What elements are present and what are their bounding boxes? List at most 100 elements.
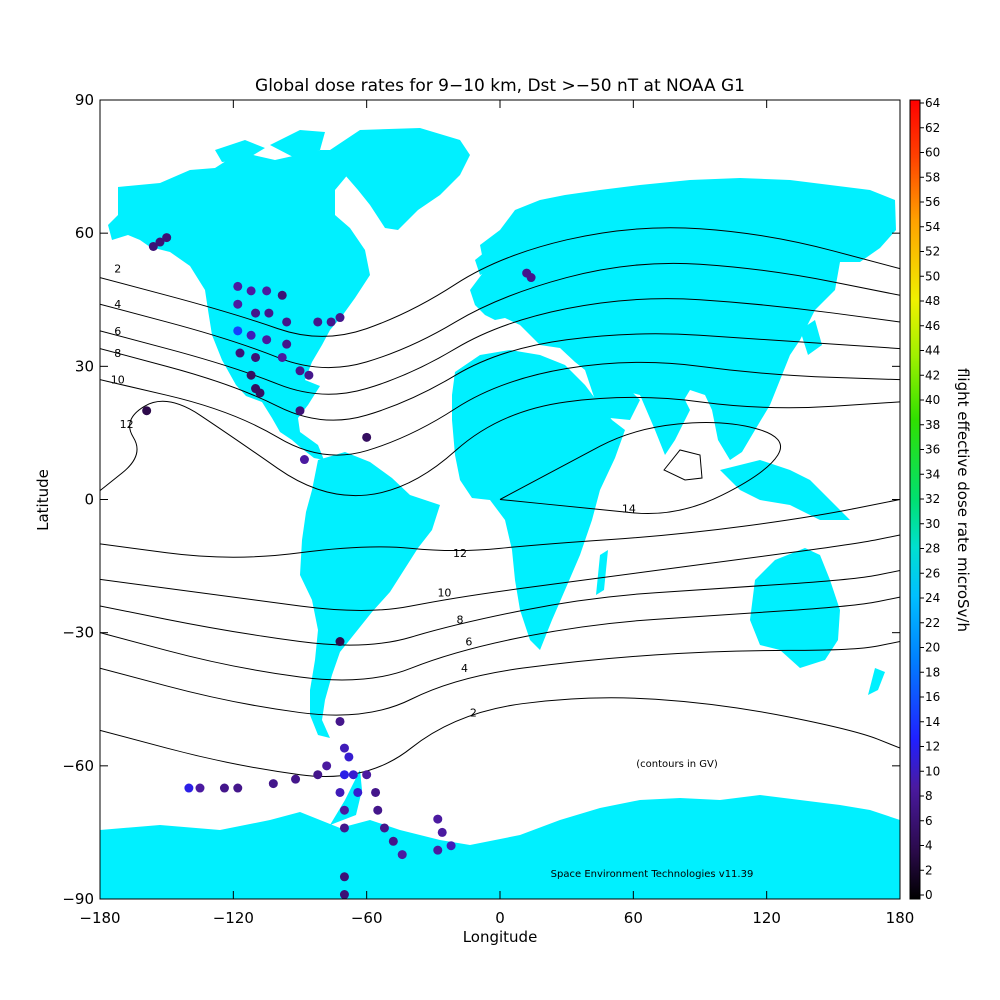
dose-point bbox=[433, 814, 443, 824]
contour-line bbox=[100, 262, 900, 369]
contour-line bbox=[100, 534, 900, 611]
dose-point bbox=[362, 770, 372, 780]
x-tick-label: 0 bbox=[495, 909, 505, 927]
dose-point bbox=[162, 233, 172, 243]
dose-point bbox=[437, 827, 447, 837]
colorbar-tick-label: 60 bbox=[925, 146, 940, 160]
dose-point bbox=[246, 286, 256, 296]
dose-point bbox=[142, 406, 152, 416]
colorbar-tick-label: 14 bbox=[925, 715, 940, 729]
x-tick-label: −120 bbox=[213, 909, 254, 927]
contour-label: 12 bbox=[453, 547, 467, 560]
southeast-asia-islands bbox=[720, 460, 850, 520]
dose-point bbox=[268, 779, 278, 789]
dose-point bbox=[339, 823, 349, 833]
dose-point bbox=[246, 330, 256, 340]
dose-point bbox=[148, 241, 158, 251]
contour-line-closed bbox=[663, 449, 703, 481]
arctic-islands bbox=[215, 130, 325, 162]
antarctica-landmass bbox=[100, 795, 900, 899]
colorbar-tick-label: 10 bbox=[925, 764, 940, 778]
colorbar-tick-label: 38 bbox=[925, 418, 940, 432]
colorbar-tick-label: 2 bbox=[925, 863, 933, 877]
colorbar-tick-label: 24 bbox=[925, 591, 940, 605]
dose-point bbox=[233, 299, 243, 309]
dose-point bbox=[322, 761, 332, 771]
colorbar-tick-label: 12 bbox=[925, 740, 940, 754]
colorbar-tick-label: 54 bbox=[925, 220, 940, 234]
japan-landmass bbox=[800, 320, 822, 355]
dose-point bbox=[277, 290, 287, 300]
contour-label: 10 bbox=[111, 374, 125, 387]
colorbar-tick-label: 56 bbox=[925, 195, 940, 209]
contour-line bbox=[100, 596, 900, 681]
dose-point bbox=[184, 783, 194, 793]
dose-point bbox=[335, 787, 345, 797]
contour-line bbox=[100, 697, 900, 777]
y-axis-label: Latitude bbox=[34, 469, 52, 531]
dose-point bbox=[335, 716, 345, 726]
y-tick-label: −30 bbox=[62, 624, 94, 642]
x-tick-label: 120 bbox=[752, 909, 781, 927]
dose-point bbox=[344, 752, 354, 762]
colorbar-tick-label: 4 bbox=[925, 839, 933, 853]
contour-label: 6 bbox=[114, 325, 121, 338]
dose-point bbox=[371, 787, 381, 797]
y-tick-label: 30 bbox=[75, 357, 94, 375]
dose-point bbox=[262, 286, 272, 296]
contour-label: 4 bbox=[461, 662, 468, 675]
contour-line bbox=[100, 227, 900, 337]
dose-point bbox=[195, 783, 205, 793]
madagascar-landmass bbox=[596, 550, 608, 595]
colorbar-tick-label: 32 bbox=[925, 492, 940, 506]
south-america-landmass bbox=[300, 452, 440, 738]
colorbar-tick-label: 30 bbox=[925, 517, 940, 531]
x-axis-label: Longitude bbox=[463, 928, 538, 946]
y-tick-label: 0 bbox=[84, 491, 94, 509]
dose-point bbox=[246, 370, 256, 380]
dose-point bbox=[155, 237, 165, 247]
india-landmass bbox=[640, 390, 690, 455]
contour-line bbox=[100, 333, 900, 421]
contour-line bbox=[100, 570, 900, 646]
colorbar-tick-label: 22 bbox=[925, 616, 940, 630]
africa-landmass bbox=[452, 350, 625, 650]
dose-point bbox=[295, 406, 305, 416]
dose-point bbox=[339, 743, 349, 753]
dose-point bbox=[339, 890, 349, 899]
australia-landmass bbox=[750, 548, 840, 668]
dose-point bbox=[299, 455, 309, 465]
colorbar-tick-label: 64 bbox=[925, 96, 940, 110]
colorbar-tick-label: 44 bbox=[925, 344, 940, 358]
x-tick-label: −60 bbox=[351, 909, 383, 927]
x-tick-label: 60 bbox=[624, 909, 643, 927]
dose-point bbox=[219, 783, 229, 793]
colorbar-tick-label: 6 bbox=[925, 814, 933, 828]
colorbar-tick-label: 26 bbox=[925, 566, 940, 580]
colorbar-tick-label: 58 bbox=[925, 170, 940, 184]
dose-point bbox=[235, 348, 245, 358]
contour-label: 2 bbox=[114, 263, 121, 276]
dose-point bbox=[255, 388, 265, 398]
contour-line bbox=[100, 396, 900, 497]
contour-label: 8 bbox=[114, 347, 121, 360]
dose-point bbox=[313, 770, 323, 780]
colorbar-ticks: 0246810121416182022242628303234363840424… bbox=[920, 96, 940, 902]
dose-points bbox=[142, 233, 536, 899]
dose-point bbox=[388, 836, 398, 846]
colorbar-tick-label: 42 bbox=[925, 368, 940, 382]
x-axis-ticks: −180 −120 −60 0 60 120 180 bbox=[79, 100, 914, 927]
contour-label: 14 bbox=[622, 502, 636, 515]
colorbar-tick-label: 50 bbox=[925, 269, 940, 283]
dose-point bbox=[397, 850, 407, 860]
x-tick-label: 180 bbox=[886, 909, 915, 927]
y-tick-label: −90 bbox=[62, 890, 94, 908]
dose-point bbox=[291, 774, 301, 784]
contour-label: 8 bbox=[457, 613, 464, 626]
dose-point bbox=[282, 339, 292, 349]
greenland-landmass bbox=[330, 128, 470, 230]
dose-point bbox=[277, 352, 287, 362]
new-zealand-landmass bbox=[868, 668, 885, 695]
